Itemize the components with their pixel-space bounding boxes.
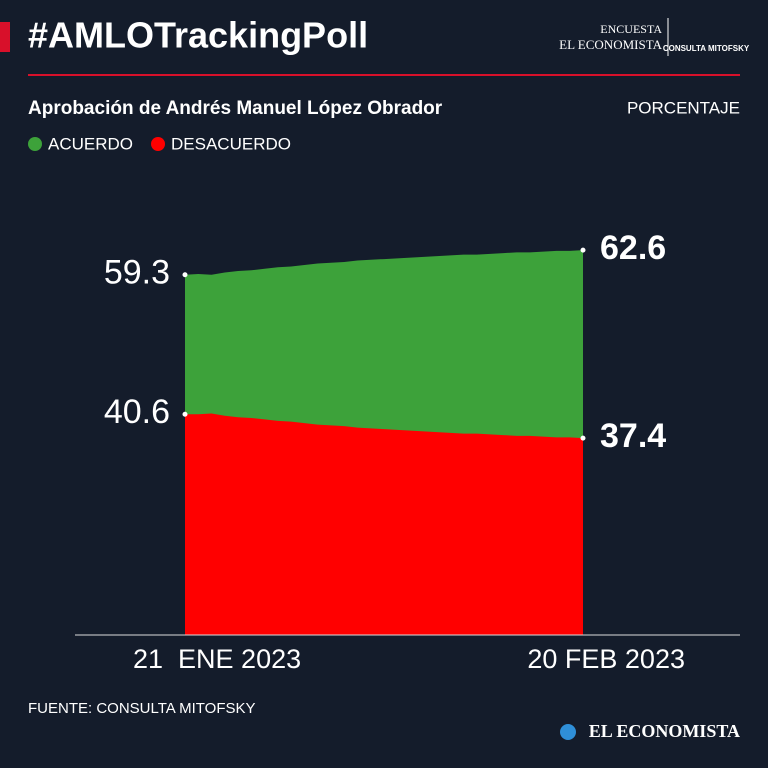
brand-icon <box>560 724 576 740</box>
legend-label: ACUERDO <box>48 134 133 153</box>
start-label: 59.3 <box>104 254 170 292</box>
page-title: #AMLOTrackingPoll <box>28 15 368 56</box>
chart-title: Aprobación de Andrés Manuel López Obrado… <box>28 98 443 119</box>
legend-label: DESACUERDO <box>171 134 291 153</box>
logo-top: ENCUESTA <box>600 22 662 36</box>
end-label: 37.4 <box>600 417 666 455</box>
area <box>185 413 583 635</box>
start-label: 40.6 <box>104 393 170 431</box>
x-tick-label: 20 FEB 2023 <box>527 644 685 674</box>
x-tick-label: 21 ENE 2023 <box>133 644 301 674</box>
legend-swatch <box>28 137 42 151</box>
partner-logo: CONSULTA MITOFSKY <box>663 44 750 53</box>
legend-swatch <box>151 137 166 151</box>
logo-bottom: EL ECONOMISTA <box>559 37 662 52</box>
source: FUENTE: CONSULTA MITOFSKY <box>28 700 256 717</box>
end-label: 62.6 <box>600 229 666 267</box>
accent-bar <box>0 22 10 52</box>
brand: EL ECONOMISTA <box>589 721 740 741</box>
label-dot <box>182 411 188 417</box>
label-dot <box>580 247 586 253</box>
chart-unit: PORCENTAJE <box>627 98 740 117</box>
label-dot <box>182 272 188 278</box>
label-dot <box>580 435 586 441</box>
